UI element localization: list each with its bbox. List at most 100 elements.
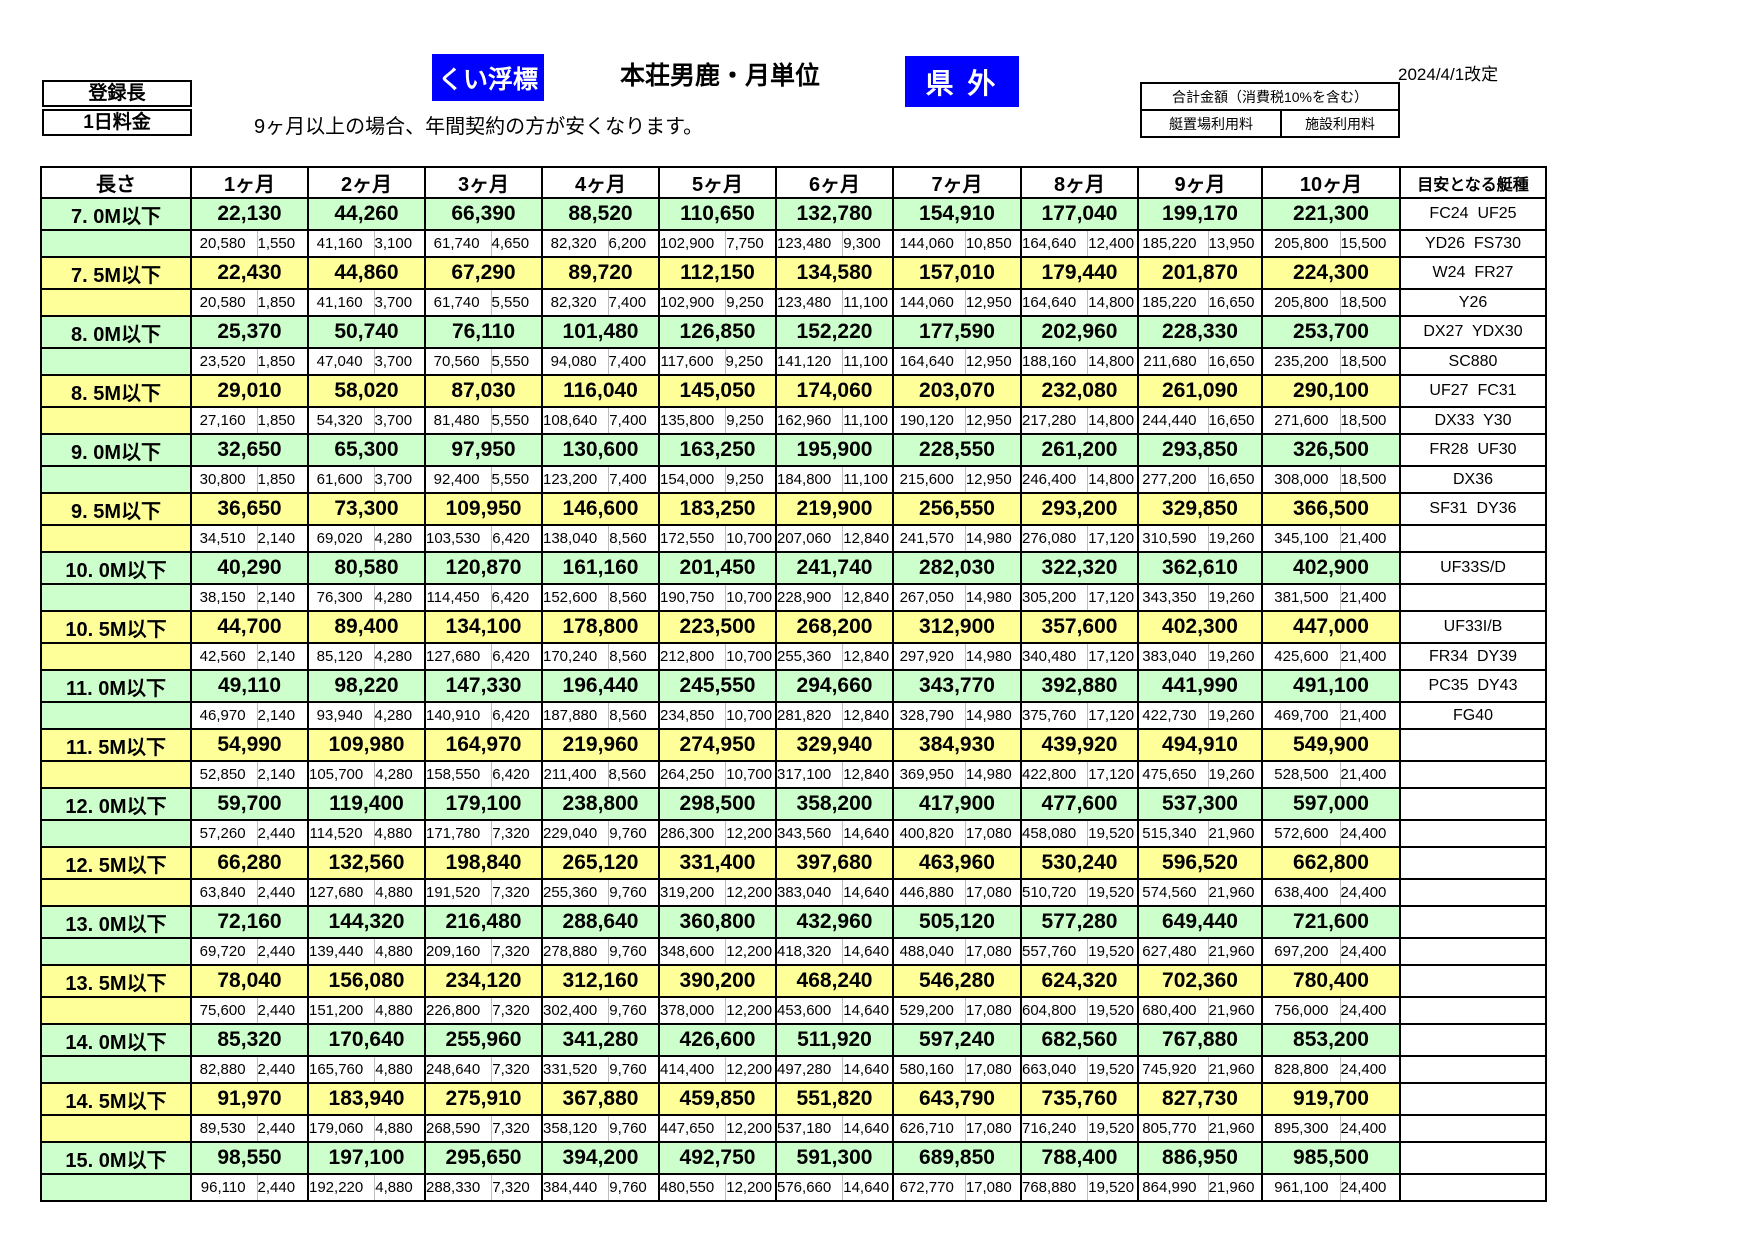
facility-fee-value: 12,840 (843, 766, 890, 783)
berth-fee-value: 185,220 (1140, 291, 1209, 314)
berth-fee-value: 418,320 (778, 940, 844, 963)
total-fee-cell: 44,860 (307, 256, 426, 290)
fee-breakdown-cell: 85,120 4,280 (307, 642, 426, 671)
length-cell-continuation (40, 1173, 192, 1202)
berth-fee-value: 244,440 (1140, 409, 1209, 432)
berth-fee-value: 102,900 (661, 291, 727, 314)
table-row-main: 10. 0M以下 40,290 80,580 120,870 161,160 201,45… (40, 551, 1547, 585)
fee-breakdown-cell: 488,040 17,080 (892, 937, 1022, 966)
fee-breakdown-cell: 348,600 12,200 (658, 937, 777, 966)
fee-breakdown-cell: 961,100 24,400 (1261, 1173, 1401, 1202)
fee-breakdown-cell: 328,790 14,980 (892, 701, 1022, 730)
facility-fee-value: 1,850 (257, 412, 296, 429)
fee-breakdown-cell: 127,680 4,880 (307, 878, 426, 907)
facility-fee-value: 17,080 (965, 1061, 1012, 1078)
facility-fee-value: 7,400 (608, 353, 647, 370)
total-fee-cell: 505,120 (892, 905, 1022, 939)
berth-fee-value: 229,040 (544, 822, 610, 845)
facility-fee-value: 2,440 (257, 943, 296, 960)
fee-breakdown-cell: 211,400 8,560 (541, 760, 660, 789)
facility-fee-value: 18,500 (1340, 412, 1387, 429)
fee-breakdown-cell: 209,160 7,320 (424, 937, 543, 966)
fee-breakdown-cell: 626,710 17,080 (892, 1114, 1022, 1143)
berth-fee-value: 627,480 (1140, 940, 1209, 963)
table-row-main: 13. 0M以下 72,160 144,320 216,480 288,640 360,8… (40, 905, 1547, 939)
facility-fee-value: 9,760 (609, 825, 647, 842)
total-fee-cell: 109,950 (424, 492, 543, 526)
facility-fee-value: 19,520 (1088, 1120, 1135, 1137)
total-fee-cell: 223,500 (658, 610, 777, 644)
berth-fee-value: 69,020 (310, 527, 375, 550)
berth-fee-value: 255,360 (778, 645, 844, 668)
table-row-sub: 27,160 1,850 54,320 3,700 81,480 5,550 108,640… (40, 406, 1547, 435)
facility-fee-value: 7,400 (609, 412, 647, 429)
fee-breakdown-cell: 54,320 3,700 (307, 406, 426, 435)
berth-fee-value: 574,560 (1140, 881, 1209, 904)
fee-breakdown-cell: 418,320 14,640 (775, 937, 894, 966)
total-fee-cell: 689,850 (892, 1141, 1022, 1175)
facility-fee-value: 21,400 (1340, 589, 1387, 606)
legend-berth-fee-label: 艇置場利用料 (1139, 109, 1283, 138)
facility-fee-value: 19,520 (1088, 825, 1135, 842)
total-fee-cell: 546,280 (892, 964, 1022, 998)
fee-breakdown-cell: 127,680 6,420 (424, 642, 543, 671)
total-fee-cell: 735,760 (1020, 1082, 1139, 1116)
total-fee-cell: 147,330 (424, 669, 543, 703)
boat-type-cell (1399, 1055, 1547, 1084)
facility-fee-value: 7,320 (492, 1061, 530, 1078)
length-cell: 9. 5M以下 (40, 492, 192, 526)
facility-fee-value: 7,320 (492, 1120, 530, 1137)
total-fee-cell: 293,200 (1020, 492, 1139, 526)
fee-breakdown-cell: 576,660 14,640 (775, 1173, 894, 1202)
total-fee-cell: 788,400 (1020, 1141, 1139, 1175)
fee-breakdown-cell: 212,800 10,700 (658, 642, 777, 671)
berth-fee-value: 384,440 (544, 1176, 610, 1199)
berth-fee-value: 154,000 (661, 468, 727, 491)
facility-fee-value: 19,260 (1208, 648, 1255, 665)
total-fee-cell: 721,600 (1261, 905, 1401, 939)
fee-breakdown-cell: 207,060 12,840 (775, 524, 894, 553)
fee-breakdown-cell: 93,940 4,280 (307, 701, 426, 730)
total-fee-cell: 44,700 (190, 610, 309, 644)
berth-fee-value: 510,720 (1023, 881, 1089, 904)
berth-fee-value: 27,160 (193, 409, 258, 432)
total-fee-cell: 50,740 (307, 315, 426, 349)
facility-fee-value: 6,420 (492, 648, 530, 665)
fee-breakdown-cell: 557,760 19,520 (1020, 937, 1139, 966)
berth-fee-value: 152,600 (544, 586, 610, 609)
berth-fee-value: 422,730 (1140, 704, 1209, 727)
total-fee-cell: 97,950 (424, 433, 543, 467)
berth-fee-value: 400,820 (895, 822, 966, 845)
facility-fee-value: 5,550 (491, 471, 530, 488)
total-fee-cell: 156,080 (307, 964, 426, 998)
fee-breakdown-cell: 139,440 4,880 (307, 937, 426, 966)
berth-fee-value: 164,640 (1023, 291, 1089, 314)
facility-fee-value: 6,420 (492, 707, 530, 724)
facility-fee-value: 19,520 (1088, 1179, 1135, 1196)
fee-breakdown-cell: 30,800 1,850 (190, 465, 309, 494)
boat-type-cell: DX27 YDX30 (1399, 315, 1547, 349)
facility-fee-value: 17,080 (965, 825, 1012, 842)
boat-type-cell (1399, 524, 1547, 553)
fee-breakdown-cell: 162,960 11,100 (775, 406, 894, 435)
total-fee-cell: 275,910 (424, 1082, 543, 1116)
total-fee-cell: 341,280 (541, 1023, 660, 1057)
total-fee-cell: 157,010 (892, 256, 1022, 290)
boat-type-cell: YD26 FS730 (1399, 229, 1547, 258)
berth-fee-value: 469,700 (1264, 704, 1341, 727)
facility-fee-value: 9,760 (609, 1002, 647, 1019)
berth-fee-value: 234,850 (661, 704, 727, 727)
facility-fee-value: 12,200 (726, 825, 773, 842)
total-fee-cell: 36,650 (190, 492, 309, 526)
fee-breakdown-cell: 138,040 8,560 (541, 524, 660, 553)
fee-breakdown-cell: 384,440 9,760 (541, 1173, 660, 1202)
berth-fee-value: 458,080 (1023, 822, 1089, 845)
fee-breakdown-cell: 515,340 21,960 (1137, 819, 1263, 848)
total-fee-cell: 322,320 (1020, 551, 1139, 585)
legend-facility-fee-label: 施設利用料 (1280, 109, 1400, 138)
fee-breakdown-cell: 805,770 21,960 (1137, 1114, 1263, 1143)
length-cell: 13. 5M以下 (40, 964, 192, 998)
total-fee-cell: 326,500 (1261, 433, 1401, 467)
berth-fee-value: 190,120 (895, 409, 966, 432)
berth-fee-value: 305,200 (1023, 586, 1089, 609)
